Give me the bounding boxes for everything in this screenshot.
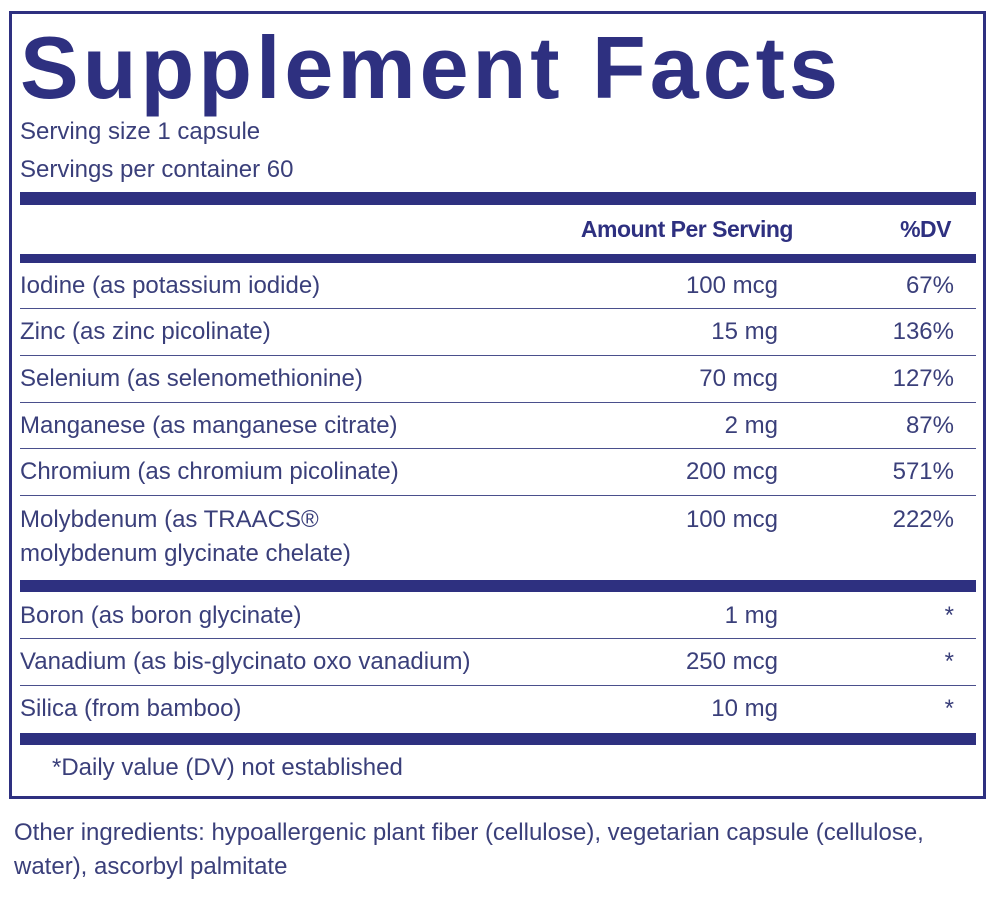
dv-header: %DV	[900, 216, 951, 242]
nutrient-dv: 222%	[892, 506, 954, 533]
supplement-facts-panel: Supplement Facts Serving size 1 capsule …	[9, 11, 986, 799]
nutrient-dv: 127%	[892, 365, 954, 392]
row-divider	[20, 495, 976, 496]
nutrient-amount: 200 mcg	[685, 458, 778, 485]
nutrient-name: Molybdenum (as TRAACS®	[20, 506, 319, 533]
other-ingredients: Other ingredients: hypoallergenic plant …	[14, 819, 924, 880]
nutrient-name: Manganese (as manganese citrate)	[20, 412, 398, 439]
nutrient-name-continued: molybdenum glycinate chelate)	[20, 540, 351, 567]
nutrient-dv: *	[944, 602, 954, 629]
nutrient-name: Vanadium (as bis-glycinato oxo vanadium)	[20, 648, 471, 675]
nutrient-amount: 100 mcg	[685, 272, 778, 299]
nutrient-amount: 2 mg	[724, 412, 778, 439]
amount-per-serving-header: Amount Per Serving	[580, 216, 794, 242]
thick-divider	[20, 733, 976, 745]
nutrient-amount: 100 mcg	[685, 506, 778, 533]
row-divider	[20, 308, 976, 309]
nutrient-dv: *	[944, 648, 954, 675]
row-divider	[20, 638, 976, 639]
medium-divider	[20, 254, 976, 263]
nutrient-name: Selenium (as selenomethionine)	[20, 365, 363, 392]
nutrient-name: Chromium (as chromium picolinate)	[20, 458, 399, 485]
nutrient-name: Boron (as boron glycinate)	[20, 602, 302, 629]
nutrient-dv: *	[944, 695, 954, 722]
thick-divider	[20, 580, 976, 592]
row-divider	[20, 355, 976, 356]
row-divider	[20, 402, 976, 403]
nutrient-dv: 136%	[892, 318, 954, 345]
nutrient-amount: 1 mg	[724, 602, 778, 629]
nutrient-row: Molybdenum (as TRAACS® molybdenum glycin…	[12, 504, 982, 574]
servings-per-container: Servings per container 60	[20, 156, 294, 183]
nutrient-amount: 15 mg	[711, 318, 778, 345]
row-divider	[20, 685, 976, 686]
nutrient-amount: 250 mcg	[685, 648, 778, 675]
nutrient-amount: 10 mg	[711, 695, 778, 722]
nutrient-name: Zinc (as zinc picolinate)	[20, 318, 271, 345]
nutrient-name: Silica (from bamboo)	[20, 695, 242, 722]
nutrient-dv: 571%	[892, 458, 954, 485]
serving-size: Serving size 1 capsule	[20, 118, 261, 145]
nutrient-amount: 70 mcg	[699, 365, 778, 392]
nutrient-dv: 67%	[905, 272, 954, 299]
footnote: *Daily value (DV) not established	[52, 754, 403, 781]
thick-divider	[20, 192, 976, 205]
nutrient-dv: 87%	[905, 412, 954, 439]
panel-title: Supplement Facts	[20, 18, 842, 117]
nutrient-name: Iodine (as potassium iodide)	[20, 272, 321, 299]
row-divider	[20, 448, 976, 449]
